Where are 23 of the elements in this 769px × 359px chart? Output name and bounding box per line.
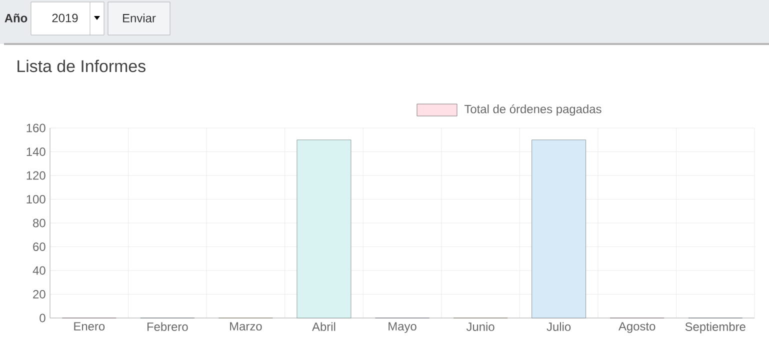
- x-tick-label: Marzo: [230, 322, 262, 331]
- y-tick-label: 140: [26, 148, 46, 156]
- x-tick-label: Febrero: [147, 322, 188, 331]
- x-tick-label: Mayo: [388, 322, 416, 333]
- x-tick-label: Enero: [74, 322, 105, 331]
- x-tick-label: Agosto: [618, 322, 656, 333]
- y-tick-label: 100: [26, 195, 46, 204]
- text: Total de órdenes pagadas: [464, 104, 602, 116]
- y-tick-label: 80: [33, 218, 46, 228]
- x-tick-label: Julio: [546, 322, 571, 331]
- y-tick-label: 0: [40, 314, 46, 322]
- y-tick-label: 40: [32, 266, 46, 275]
- y-tick-label: 60: [33, 242, 46, 251]
- y-tick-label: 20: [33, 290, 46, 298]
- y-tick-label: 120: [26, 171, 46, 180]
- text: Enviar: [123, 14, 156, 22]
- x-tick-label: Abril: [312, 322, 336, 331]
- x-tick-label: Septiembre: [685, 322, 746, 334]
- x-tick-label: Junio: [466, 322, 494, 331]
- text: 2019: [52, 14, 78, 22]
- chart-title: Lista de Informes: [18, 60, 146, 72]
- y-tick-label: 160: [26, 124, 46, 132]
- text: Año: [4, 14, 28, 22]
